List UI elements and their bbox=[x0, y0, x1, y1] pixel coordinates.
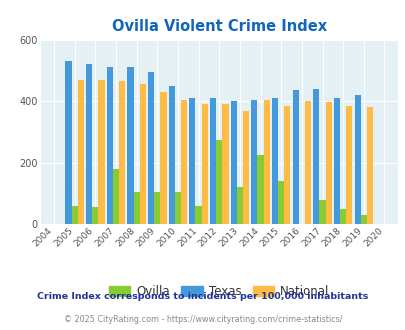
Bar bbox=[71, 206, 78, 224]
Bar bbox=[339, 209, 345, 224]
Bar bbox=[360, 215, 366, 224]
Title: Ovilla Violent Crime Index: Ovilla Violent Crime Index bbox=[111, 19, 326, 34]
Bar bbox=[139, 84, 145, 224]
Bar bbox=[230, 101, 236, 224]
Bar bbox=[201, 104, 207, 224]
Bar bbox=[154, 192, 160, 224]
Bar bbox=[133, 192, 139, 224]
Bar bbox=[251, 100, 257, 224]
Bar bbox=[215, 140, 222, 224]
Bar bbox=[175, 192, 181, 224]
Bar bbox=[78, 80, 84, 224]
Bar bbox=[113, 169, 119, 224]
Bar bbox=[86, 64, 92, 224]
Bar bbox=[345, 107, 352, 224]
Bar bbox=[98, 80, 104, 224]
Bar bbox=[222, 104, 228, 224]
Bar bbox=[92, 208, 98, 224]
Bar bbox=[160, 92, 166, 224]
Text: © 2025 CityRating.com - https://www.cityrating.com/crime-statistics/: © 2025 CityRating.com - https://www.city… bbox=[64, 315, 341, 324]
Bar bbox=[148, 72, 154, 224]
Text: Crime Index corresponds to incidents per 100,000 inhabitants: Crime Index corresponds to incidents per… bbox=[37, 292, 368, 301]
Bar bbox=[257, 155, 263, 224]
Bar bbox=[366, 107, 372, 224]
Bar bbox=[236, 187, 242, 224]
Bar bbox=[325, 102, 331, 224]
Bar bbox=[284, 107, 290, 224]
Bar bbox=[333, 98, 339, 224]
Bar bbox=[107, 67, 113, 224]
Bar bbox=[65, 61, 71, 224]
Legend: Ovilla, Texas, National: Ovilla, Texas, National bbox=[104, 280, 333, 303]
Bar bbox=[312, 89, 319, 224]
Bar bbox=[271, 98, 277, 224]
Bar bbox=[263, 100, 269, 224]
Bar bbox=[242, 111, 249, 224]
Bar bbox=[127, 67, 133, 224]
Bar bbox=[209, 98, 215, 224]
Bar bbox=[181, 100, 187, 224]
Bar bbox=[354, 95, 360, 224]
Bar bbox=[292, 90, 298, 224]
Bar bbox=[119, 81, 125, 224]
Bar bbox=[277, 181, 284, 224]
Bar bbox=[304, 101, 310, 224]
Bar bbox=[319, 200, 325, 224]
Bar bbox=[189, 98, 195, 224]
Bar bbox=[168, 86, 175, 224]
Bar bbox=[195, 206, 201, 224]
